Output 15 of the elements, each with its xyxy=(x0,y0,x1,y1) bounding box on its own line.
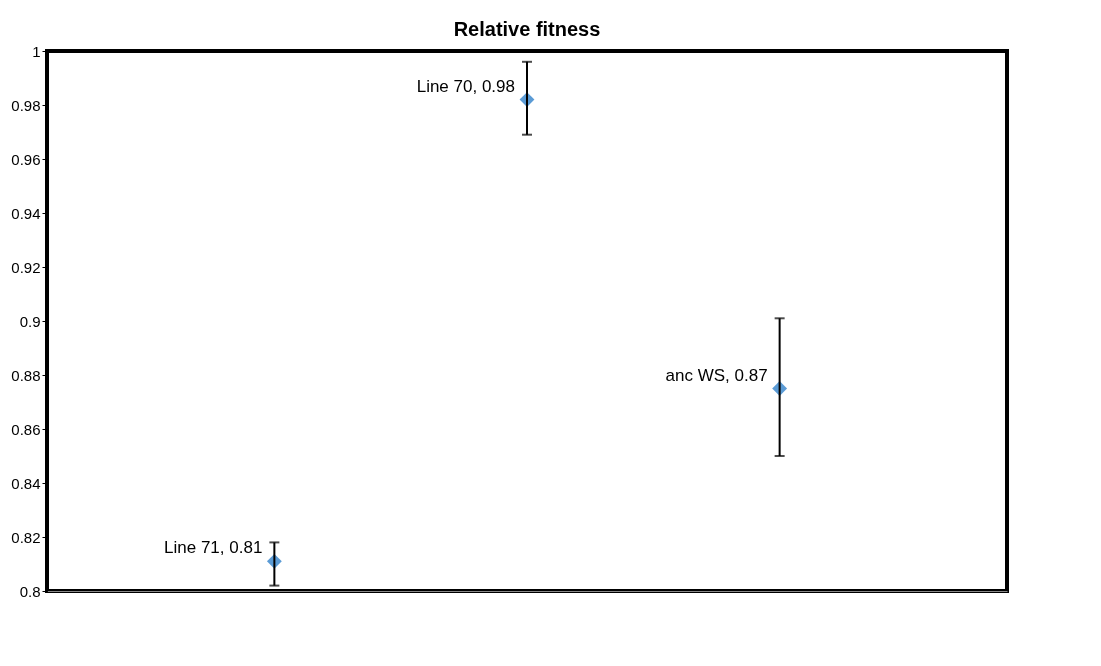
y-tick-label: 0.94 xyxy=(11,204,41,222)
y-tick-label: 0.88 xyxy=(11,366,41,384)
y-tick-label: 0.82 xyxy=(11,528,41,546)
y-tick-label: 0.98 xyxy=(11,96,41,114)
data-label: Line 70, 0.98 xyxy=(416,76,515,96)
data-label: anc WS, 0.87 xyxy=(665,365,768,385)
y-tick-label: 0.84 xyxy=(11,474,41,492)
y-tick-label: 0.9 xyxy=(19,312,41,330)
data-label: Line 71, 0.81 xyxy=(164,538,263,558)
y-tick-label: 0.96 xyxy=(11,150,41,168)
y-tick-label: 1 xyxy=(32,42,41,60)
y-tick-label: 0.8 xyxy=(19,582,41,600)
y-tick-label: 0.92 xyxy=(11,258,41,276)
chart-title: Relative fitness xyxy=(453,18,601,40)
y-tick-label: 0.86 xyxy=(11,420,41,438)
